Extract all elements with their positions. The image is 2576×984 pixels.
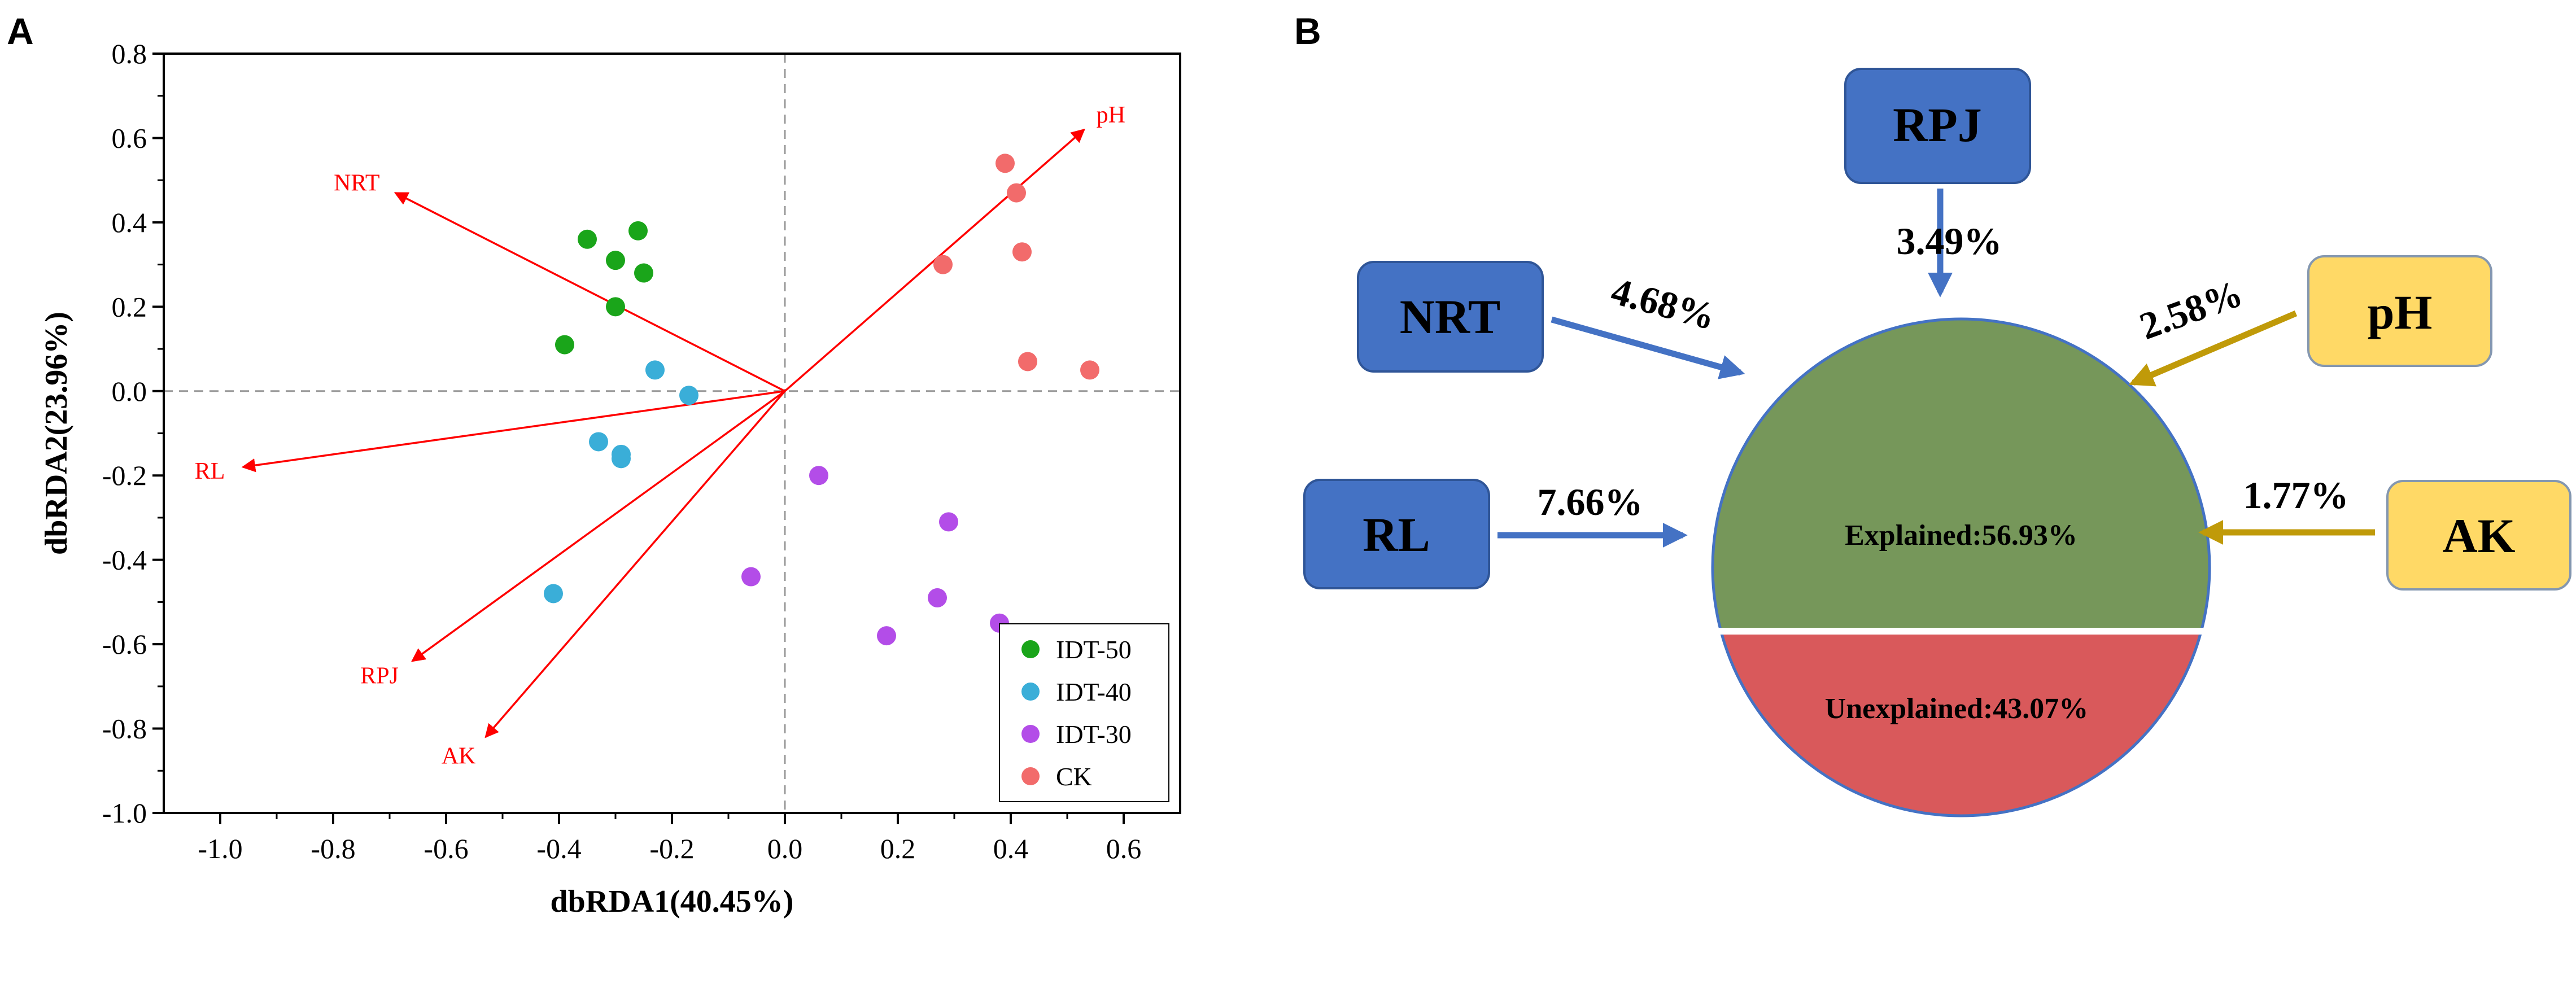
factor-box-ph bbox=[2307, 255, 2492, 367]
pie-slice-unexplained bbox=[1719, 629, 2203, 817]
point-idt-30 bbox=[809, 466, 828, 486]
arrow-nrt bbox=[1551, 316, 1745, 379]
vector-label-nrt: NRT bbox=[334, 170, 379, 196]
factor-pct-nrt: 4.68% bbox=[1607, 269, 1720, 338]
panel-b-letter: B bbox=[1294, 10, 1321, 52]
x-tick-label: 0.6 bbox=[1106, 833, 1142, 864]
legend-label-idt-40: IDT-40 bbox=[1056, 677, 1132, 706]
y-tick-label: -0.6 bbox=[102, 628, 147, 660]
vector-nrt bbox=[394, 192, 785, 392]
legend-label-idt-30: IDT-30 bbox=[1056, 720, 1132, 749]
point-idt-30 bbox=[928, 588, 947, 607]
vector-label-rl: RL bbox=[195, 458, 225, 484]
x-tick-label: -0.2 bbox=[649, 833, 694, 864]
point-idt-50 bbox=[634, 263, 653, 283]
vector-label-ak: AK bbox=[442, 743, 476, 769]
point-idt-30 bbox=[939, 512, 958, 532]
y-axis-title: dbRDA2(23.96%) bbox=[39, 312, 74, 555]
y-tick-label: 0.2 bbox=[112, 291, 147, 322]
pie-slice-explained bbox=[1711, 317, 2211, 633]
y-tick-label: -0.2 bbox=[102, 460, 147, 491]
legend-marker-ck bbox=[1021, 767, 1040, 785]
y-tick-label: -0.4 bbox=[102, 544, 147, 576]
x-tick-label: 0.2 bbox=[880, 833, 916, 864]
y-tick-label: 0.6 bbox=[112, 122, 147, 154]
factor-box-ak bbox=[2386, 480, 2571, 591]
factor-label-rl: RL bbox=[1363, 508, 1430, 562]
x-tick-label: -1.0 bbox=[198, 833, 242, 864]
panel-a-letter: A bbox=[7, 10, 34, 52]
vector-label-ph: pH bbox=[1097, 102, 1125, 128]
point-idt-40 bbox=[679, 386, 698, 405]
point-idt-50 bbox=[555, 335, 574, 355]
x-tick-label: -0.6 bbox=[423, 833, 468, 864]
factor-box-rpj bbox=[1844, 68, 2031, 184]
y-tick-label: -0.8 bbox=[102, 713, 147, 745]
vector-rl bbox=[241, 390, 785, 473]
point-idt-30 bbox=[877, 626, 896, 646]
factor-box-nrt bbox=[1357, 261, 1544, 373]
dbrda-chart: -1.0 -0.8 -0.6 -0.4 -0.2 0.0 0.2 0.4 0.6 -1.0 -0.… bbox=[39, 38, 1181, 919]
x-tick-label: -0.4 bbox=[536, 833, 581, 864]
point-idt-50 bbox=[628, 221, 648, 240]
y-tick-label: 0.8 bbox=[112, 38, 147, 69]
point-idt-40 bbox=[645, 360, 665, 380]
factor-pct-ak: 1.77% bbox=[2243, 474, 2349, 517]
y-tick-label: 0.4 bbox=[112, 207, 147, 238]
vector-label-rpj: RPJ bbox=[360, 663, 399, 689]
factor-pct-rl: 7.66% bbox=[1538, 480, 1643, 523]
x-axis-ticks: -1.0 -0.8 -0.6 -0.4 -0.2 0.0 0.2 0.4 0.6 bbox=[198, 813, 1141, 864]
vector-ak bbox=[484, 390, 786, 738]
variance-partition-diagram: Explained:56.93% Unexplained:43.07% RPJ … bbox=[1303, 68, 2571, 817]
point-ck bbox=[1080, 360, 1099, 380]
x-tick-label: -0.8 bbox=[311, 833, 355, 864]
point-ck bbox=[1018, 352, 1037, 371]
point-ck bbox=[1012, 242, 1032, 262]
point-ck bbox=[1007, 183, 1026, 203]
point-idt-40 bbox=[589, 432, 608, 452]
factor-label-nrt: NRT bbox=[1400, 290, 1501, 344]
point-ck bbox=[933, 255, 953, 274]
pie-label-explained: Explained:56.93% bbox=[1845, 519, 2077, 552]
legend-marker-idt-50 bbox=[1021, 640, 1040, 658]
factor-box-rl bbox=[1303, 479, 1490, 589]
factor-pct-ph: 2.58% bbox=[2134, 272, 2248, 348]
point-idt-50 bbox=[578, 229, 597, 249]
point-idt-50 bbox=[606, 297, 625, 317]
x-axis-title: dbRDA1(40.45%) bbox=[551, 884, 794, 919]
y-tick-label: -1.0 bbox=[102, 797, 147, 829]
point-idt-40 bbox=[544, 584, 563, 603]
factor-label-ak: AK bbox=[2443, 509, 2516, 563]
factor-pct-rpj: 3.49% bbox=[1897, 220, 2002, 263]
x-tick-label: 0.4 bbox=[993, 833, 1029, 864]
factor-label-rpj: RPJ bbox=[1893, 98, 1982, 152]
x-tick-label: 0.0 bbox=[767, 833, 803, 864]
legend-marker-idt-30 bbox=[1021, 725, 1040, 743]
point-idt-50 bbox=[606, 251, 625, 270]
pie-label-unexplained: Unexplained:43.07% bbox=[1825, 693, 2089, 725]
y-tick-label: 0.0 bbox=[112, 375, 147, 407]
environment-vectors: pH NRT RL RPJ AK bbox=[195, 102, 1125, 769]
y-axis-ticks: -1.0 -0.8 -0.6 -0.4 -0.2 0.0 0.2 0.4 0.6 0.8 bbox=[102, 38, 164, 829]
point-idt-40 bbox=[612, 449, 631, 469]
point-ck bbox=[996, 154, 1015, 173]
point-idt-30 bbox=[741, 567, 761, 587]
arrow-ph bbox=[2128, 310, 2298, 387]
reference-lines bbox=[164, 54, 1180, 813]
vector-rpj bbox=[411, 390, 786, 662]
legend: IDT-50 IDT-40 IDT-30 CK bbox=[999, 623, 1169, 802]
sample-points bbox=[544, 154, 1099, 646]
legend-label-idt-50: IDT-50 bbox=[1056, 635, 1132, 664]
legend-label-ck: CK bbox=[1056, 762, 1092, 791]
legend-marker-idt-40 bbox=[1021, 683, 1040, 701]
factor-label-ph: pH bbox=[2368, 285, 2433, 339]
